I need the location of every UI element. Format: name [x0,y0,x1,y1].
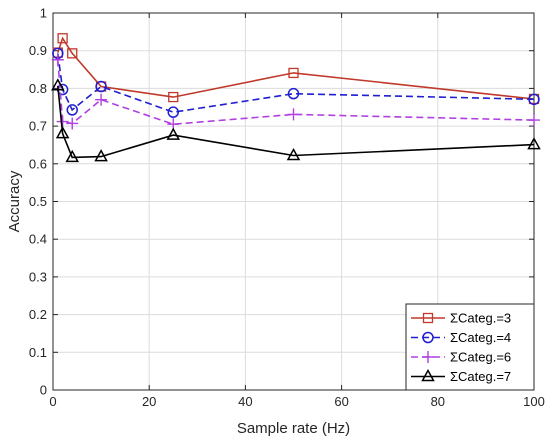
data-point-plus [528,114,540,127]
y-tick-label: 0.1 [29,345,47,360]
data-point-circle [95,80,107,93]
data-point-square [67,48,78,59]
x-tick-label: 20 [142,394,156,409]
data-point-square [57,33,68,44]
data-point-square [168,91,179,103]
data-point-square [288,67,299,79]
data-point-plus [95,93,108,106]
data-point-triangle [51,78,65,91]
y-tick-label: 0.4 [29,232,47,247]
legend-item: ΣCateg.=4 [411,330,511,345]
data-point-circle [66,104,78,116]
legend: ΣCateg.=3 ΣCateg.=4 ΣCateg.=6 ΣCateg.=7 [405,303,535,391]
y-axis-title: Accuracy [6,170,23,232]
x-tick-label: 80 [431,394,445,409]
y-tick-label: 0.8 [29,81,47,96]
y-tick-label: 0.9 [29,43,47,58]
axis-ticks: 0 20 40 60 80 100 0 0.1 0.2 0.3 0.4 0.5 0.6 0.7 0.8 0.9… [29,6,545,410]
legend-item: ΣCateg.=7 [411,368,511,384]
y-tick-label: 1 [40,6,47,21]
data-point-triangle [94,149,108,162]
data-point-triangle [527,137,541,150]
y-tick-label: 0.6 [29,156,47,171]
x-tick-label: 40 [238,394,252,409]
y-tick-label: 0.5 [29,194,47,209]
x-tick-label: 100 [523,394,545,409]
data-point-triangle [166,127,181,140]
data-point-circle [167,106,179,118]
legend-label: ΣCateg.=4 [450,330,511,345]
data-point-circle [287,87,300,100]
y-tick-label: 0.2 [29,307,47,322]
y-tick-label: 0.7 [29,119,47,134]
legend-marker [422,312,434,324]
legend-item: ΣCateg.=6 [411,350,511,365]
data-point-plus [56,115,69,128]
legend-label: ΣCateg.=7 [450,369,511,384]
y-tick-label: 0 [40,383,47,398]
legend-marker [422,351,434,363]
y-tick-label: 0.3 [29,269,47,284]
data-point-triangle [286,147,301,161]
data-point-triangle [55,126,70,139]
series-layer [51,33,541,163]
data-point-plus [66,117,79,130]
series-categ-4 [51,78,541,163]
legend-label: ΣCateg.=6 [450,350,511,365]
data-point-circle [528,93,540,106]
legend-marker [421,368,435,382]
legend-item: ΣCateg.=3 [411,311,511,326]
series-line [57,36,535,100]
legend-marker [422,331,434,344]
x-axis-title: Sample rate (Hz) [237,420,350,437]
series-line [57,85,535,159]
x-tick-label: 0 [49,394,56,409]
data-point-plus [287,108,300,121]
data-point-triangle [65,149,80,163]
x-tick-label: 60 [334,394,348,409]
legend-label: ΣCateg.=3 [450,311,511,326]
data-point-plus [51,53,64,66]
